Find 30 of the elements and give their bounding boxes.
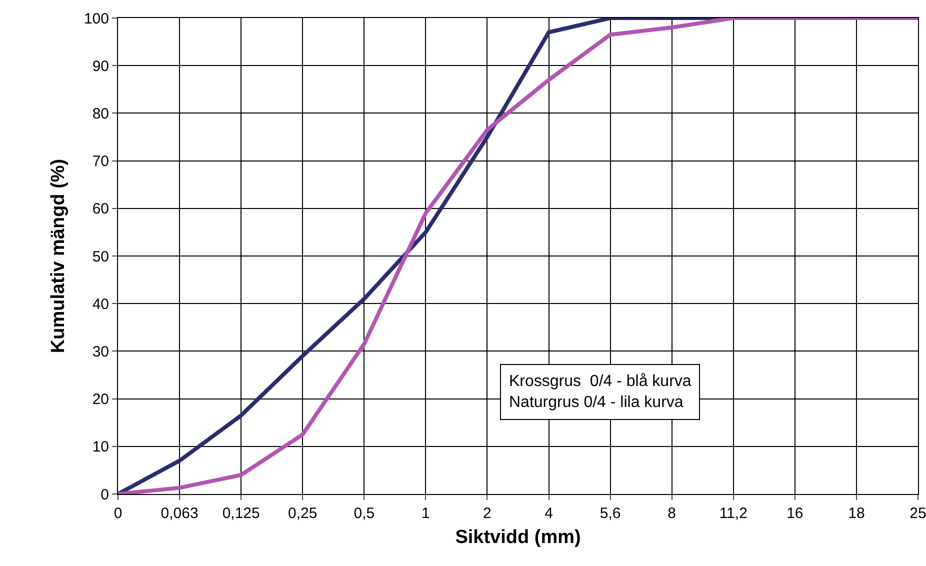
x-tick-label: 5,6 — [600, 505, 621, 522]
x-tick-label: 0,063 — [160, 505, 198, 522]
x-tick-label: 8 — [668, 505, 676, 522]
x-tick-label: 0 — [114, 505, 122, 522]
y-tick-label: 60 — [92, 200, 109, 218]
x-tick-label: 4 — [544, 505, 553, 522]
annotation: Naturgrus 0/4 - lila kurva — [509, 394, 684, 411]
y-tick-label: 20 — [92, 391, 109, 408]
y-tick-label: 40 — [92, 296, 109, 313]
y-tick-label: 50 — [92, 248, 109, 266]
x-tick-label: 1 — [422, 505, 430, 522]
x-tick-label: 16 — [786, 505, 804, 522]
x-tick-label: 0,125 — [222, 505, 260, 522]
y-axis-title: Kumulativ mängd (%) — [48, 158, 69, 354]
y-tick-label: 70 — [92, 153, 109, 170]
annotation: Krossgrus 0/4 - blå kurva — [509, 373, 692, 390]
x-tick-label: 11,2 — [719, 505, 748, 522]
line-series — [118, 18, 918, 494]
y-tick-label: 30 — [92, 343, 109, 360]
x-tick-label: 2 — [483, 505, 492, 522]
y-tick-label: 0 — [100, 486, 109, 504]
x-tick-label: 25 — [910, 505, 926, 522]
x-axis-title: Siktvidd (mm) — [455, 526, 581, 548]
y-tick-label: 10 — [92, 438, 109, 456]
y-tick-label: 100 — [84, 10, 109, 28]
x-tick-label: 0,5 — [354, 505, 375, 522]
x-tick-label: 18 — [848, 505, 865, 522]
y-tick-label: 90 — [92, 58, 109, 75]
y-tick-label: 80 — [92, 105, 109, 122]
x-tick-label: 0,25 — [288, 505, 318, 522]
